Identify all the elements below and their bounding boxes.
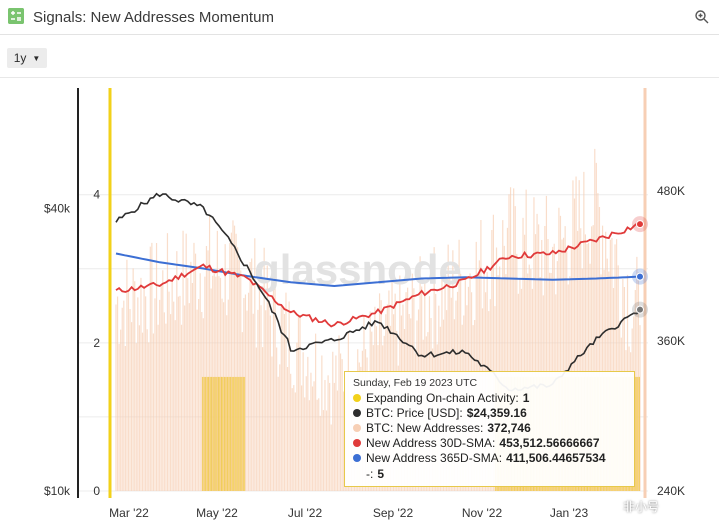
sma30-line: [115, 222, 641, 328]
x-axis-tick: Jul '22: [288, 506, 323, 520]
signal-axis-tick: 0: [93, 484, 100, 498]
tooltip-row: New Address 30D-SMA: 453,512.56666667: [353, 436, 626, 451]
time-range-label: 1y: [13, 51, 27, 65]
tooltip-label: BTC: New Addresses:: [366, 420, 484, 435]
signal-axis-tick: 4: [93, 188, 100, 202]
chart-panel: [0, 77, 719, 528]
price-axis-tick: $40k: [44, 202, 71, 216]
tooltip-label: -:: [366, 466, 374, 481]
blank-legend-dot: [353, 470, 361, 478]
time-range-dropdown[interactable]: 1y ▼: [7, 48, 47, 68]
price-axis-tick: $10k: [44, 484, 71, 498]
x-axis-tick: Mar '22: [109, 506, 149, 520]
price-end-marker: [636, 305, 644, 314]
header-bar: Signals: New Addresses Momentum: [0, 0, 719, 35]
tooltip-label: New Address 30D-SMA:: [366, 436, 496, 451]
addresses-axis-tick: 360K: [657, 334, 685, 348]
tooltip-value: 1: [522, 390, 530, 405]
signal-legend-dot: [353, 393, 361, 402]
page-title: Signals: New Addresses Momentum: [33, 9, 274, 26]
tooltip-value: 453,512.56666667: [499, 436, 600, 451]
x-axis-tick: Jan '23: [550, 506, 589, 520]
tooltip-row: BTC: New Addresses: 372,746: [353, 420, 626, 435]
tooltip-row: Expanding On-chain Activity: 1: [353, 390, 626, 405]
x-axis-tick: Sep '22: [373, 506, 414, 520]
caret-down-icon: ▼: [32, 53, 41, 63]
zoom-in-icon[interactable]: [694, 9, 710, 25]
signals-grid-icon: [8, 8, 24, 24]
tooltip-row: New Address 365D-SMA: 411,506.44657534: [353, 451, 626, 466]
tooltip-label: New Address 365D-SMA:: [366, 451, 503, 466]
addresses-axis-tick: 240K: [657, 484, 685, 498]
x-axis-tick: Nov '22: [462, 506, 503, 520]
corner-watermark: 非小号: [623, 500, 660, 514]
price-legend-dot: [353, 408, 361, 417]
tooltip-value: 5: [377, 466, 385, 481]
x-axis-tick: May '22: [196, 506, 238, 520]
watermark-text: glassnode: [254, 246, 462, 293]
sma30-legend-dot: [353, 439, 361, 448]
sma30-end-marker: [636, 220, 644, 229]
tooltip-row: BTC: Price [USD]: $24,359.16: [353, 405, 626, 420]
tooltip-value: 372,746: [487, 420, 531, 435]
tooltip-value: $24,359.16: [466, 405, 527, 420]
chart-tooltip: Sunday, Feb 19 2023 UTC Expanding On-cha…: [344, 371, 635, 487]
sma365-legend-dot: [353, 454, 361, 463]
sma365-end-marker: [636, 272, 644, 281]
tooltip-label: Expanding On-chain Activity:: [366, 390, 519, 405]
tooltip-value: 411,506.44657534: [506, 451, 606, 466]
signal-axis-tick: 2: [93, 336, 100, 350]
sma365-line: [115, 252, 641, 288]
new-addresses-legend-dot: [353, 423, 361, 432]
tooltip-date: Sunday, Feb 19 2023 UTC: [353, 377, 478, 389]
tooltip-row: -: 5: [353, 466, 626, 481]
tooltip-label: BTC: Price [USD]:: [366, 405, 463, 420]
addresses-axis-tick: 480K: [657, 184, 685, 198]
